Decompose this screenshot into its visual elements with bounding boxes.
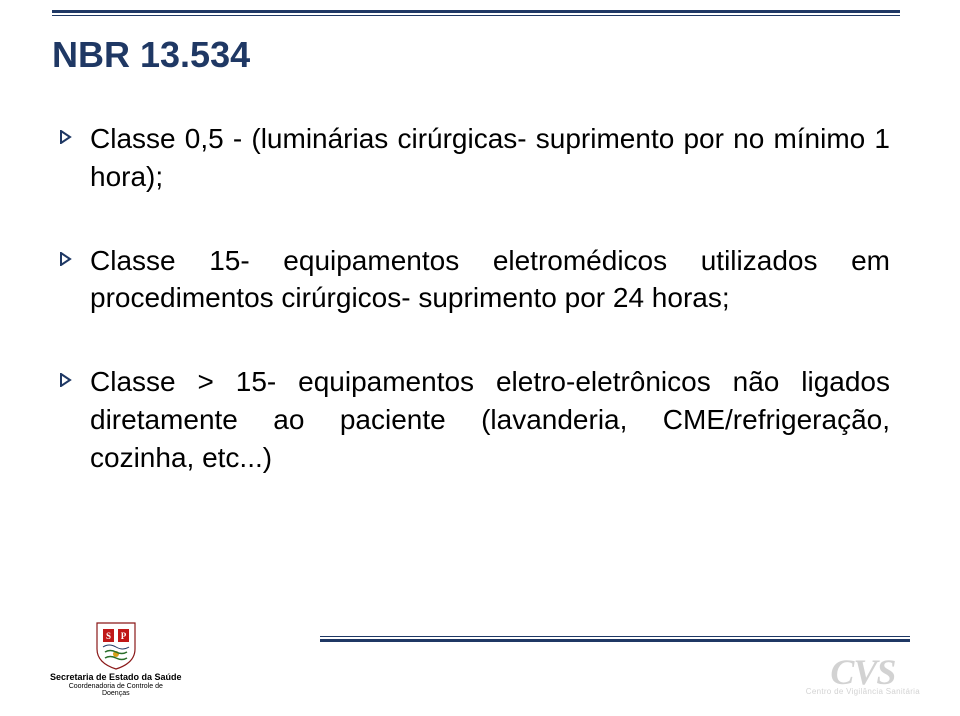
svg-text:P: P <box>121 631 127 641</box>
page-title: NBR 13.534 <box>52 34 250 76</box>
slide: NBR 13.534 Classe 0,5 - (luminárias cirú… <box>0 0 960 716</box>
cvs-main: CVS <box>806 658 920 687</box>
list-item-text: Classe > 15- equipamentos eletro-eletrôn… <box>90 363 890 476</box>
logo-line3: Doenças <box>50 690 182 698</box>
list-item: Classe > 15- equipamentos eletro-eletrôn… <box>60 363 890 476</box>
footer-rules <box>320 636 910 642</box>
list-item: Classe 0,5 - (luminárias cirúrgicas- sup… <box>60 120 890 196</box>
chevron-right-icon <box>60 130 74 144</box>
logo-secretaria: S P Secretaria de Estado da Saúde Coorde… <box>50 619 182 698</box>
svg-text:S: S <box>106 631 111 641</box>
chevron-right-icon <box>60 252 74 266</box>
rule-thin <box>52 15 900 16</box>
list-item: Classe 15- equipamentos eletromédicos ut… <box>60 242 890 318</box>
top-rules <box>52 10 900 16</box>
logo-line1: Secretaria de Estado da Saúde <box>50 673 182 683</box>
logo-line2: Coordenadoria de Controle de <box>50 683 182 691</box>
crest-icon: S P <box>93 619 139 671</box>
list-item-text: Classe 15- equipamentos eletromédicos ut… <box>90 242 890 318</box>
rule-thin <box>320 636 910 637</box>
chevron-right-icon <box>60 373 74 387</box>
rule-thick <box>52 10 900 13</box>
bullet-list: Classe 0,5 - (luminárias cirúrgicas- sup… <box>60 120 890 523</box>
cvs-sub: Centro de Vigilância Sanitária <box>806 687 920 696</box>
footer: S P Secretaria de Estado da Saúde Coorde… <box>0 606 960 716</box>
rule-thick <box>320 639 910 642</box>
logo-cvs: CVS Centro de Vigilância Sanitária <box>806 658 920 696</box>
logo-text: Secretaria de Estado da Saúde Coordenado… <box>50 673 182 698</box>
list-item-text: Classe 0,5 - (luminárias cirúrgicas- sup… <box>90 120 890 196</box>
